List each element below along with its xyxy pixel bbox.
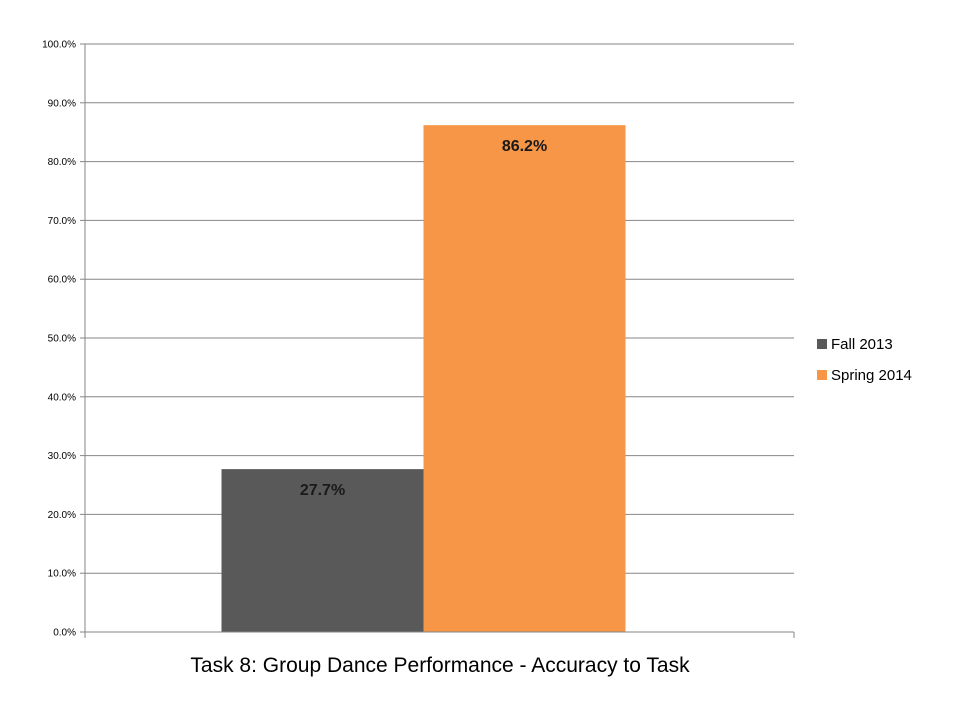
y-tick-label: 0.0% xyxy=(53,628,76,639)
legend-label: Spring 2014 xyxy=(831,367,912,384)
y-tick-label: 90.0% xyxy=(48,98,76,109)
y-tick-label: 40.0% xyxy=(48,392,76,403)
bar-spring-2014 xyxy=(423,125,626,633)
data-label: 86.2% xyxy=(502,138,547,155)
bars xyxy=(221,125,626,633)
axes xyxy=(84,44,795,638)
y-tick-label: 20.0% xyxy=(48,510,76,521)
bar-fall-2013 xyxy=(221,469,424,632)
legend-swatch xyxy=(817,339,827,349)
data-labels: 27.7% 86.2% xyxy=(300,138,547,499)
y-tick-label: 10.0% xyxy=(48,569,76,580)
y-axis-ticks: 0.0% 10.0% 20.0% 30.0% 40.0% 50.0% 60.0% 70.0% 8… xyxy=(42,40,85,639)
chart-title: Task 8: Group Dance Performance - Accura… xyxy=(190,654,690,677)
y-tick-label: 70.0% xyxy=(48,216,76,227)
legend: Fall 2013 Spring 2014 xyxy=(817,336,912,384)
data-label: 27.7% xyxy=(300,482,345,499)
y-tick-label: 80.0% xyxy=(48,157,76,168)
y-tick-label: 60.0% xyxy=(48,275,76,286)
y-tick-label: 100.0% xyxy=(42,40,76,51)
legend-label: Fall 2013 xyxy=(831,336,893,353)
y-tick-label: 30.0% xyxy=(48,451,76,462)
legend-swatch xyxy=(817,370,827,380)
y-tick-label: 50.0% xyxy=(48,334,76,345)
